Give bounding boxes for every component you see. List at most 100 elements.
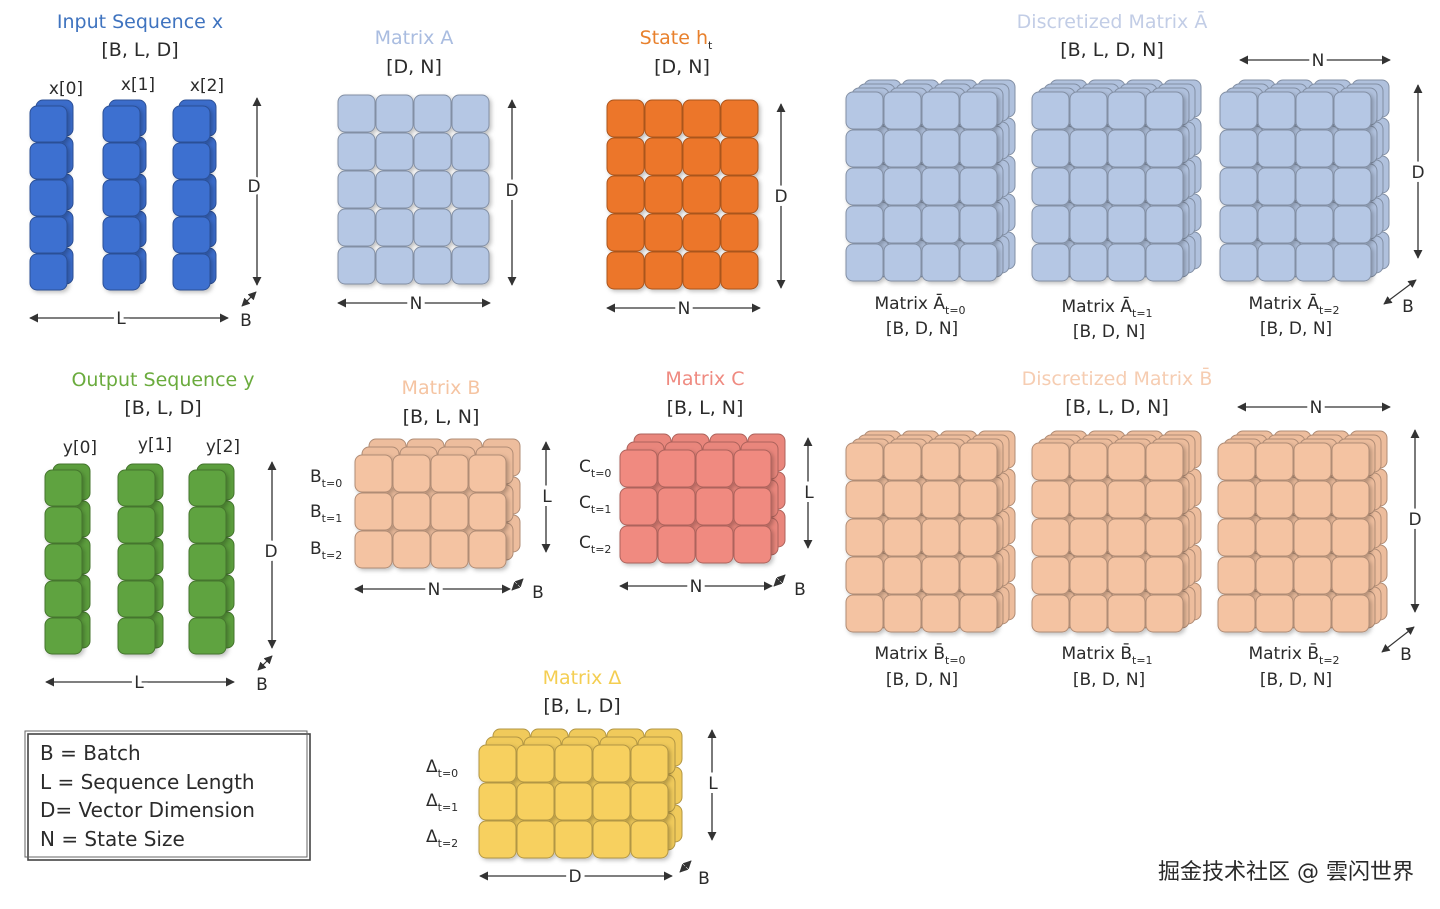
disc-b-group: Discretized Matrix B̄ [B, L, D, N] N D B… [845,366,1426,690]
matrix-cell [606,99,645,138]
matrix-cell [921,480,960,519]
matrix-delta-row-label-2-sub: t=2 [438,837,459,850]
matrix-cell [44,506,83,544]
disc-a-stack-2 [1219,79,1390,282]
disc-a-dim-d-label: D [1411,163,1424,183]
matrix-cell [188,580,227,618]
output-item-label-2: y[2] [206,437,240,457]
matrix-cell [921,518,960,557]
state-grid [606,99,759,290]
matrix-cell [606,175,645,214]
matrix-cell [1069,442,1108,481]
disc-a-item-label-0-main: Matrix Ā [874,292,945,314]
matrix-cell [1069,556,1108,595]
input-column-2 [172,99,217,291]
matrix-cell [1069,518,1108,557]
matrix-delta-row-label-1-main: Δ [426,791,438,811]
matrix-cell [592,782,631,821]
matrix-c-group: Matrix C [B, L, N] Ct=0 Ct=1 Ct=2 L N B [579,368,818,601]
matrix-delta-dim-d-label: D [568,867,581,887]
matrix-cell [1219,167,1258,206]
disc-b-item-label-2-sub: t=2 [1319,654,1340,667]
matrix-delta-shape: [B, L, D] [543,695,620,717]
matrix-cell [1257,167,1296,206]
disc-a-item-label-0: Matrix Āt=0 [874,292,965,317]
disc-a-shape: [B, L, D, N] [1060,39,1164,61]
matrix-a-grid-layer-0 [337,94,490,285]
matrix-b-row-label-2: Bt=2 [310,539,342,562]
disc-b-stack-2 [1217,430,1388,633]
matrix-cell [188,506,227,544]
matrix-delta-grid [478,728,683,859]
disc-b-stack-2-layer-0 [1217,442,1370,633]
matrix-cell [1217,594,1256,633]
output-dim-b-arrow [257,655,273,671]
disc-b-dim-b-label: B [1400,645,1412,665]
matrix-cell [682,99,721,138]
matrix-cell [172,105,211,143]
matrix-b-grid [354,438,521,569]
matrix-b-dim-l-label: L [542,487,552,507]
input-sequence-group: Input Sequence x [B, L, D] x[0] x[1] x[2… [29,11,264,333]
matrix-cell [29,216,68,254]
matrix-cell [337,94,376,133]
matrix-cell [430,530,469,569]
state-shape: [D, N] [654,56,710,78]
matrix-cell [619,525,658,564]
matrix-cell [1333,243,1372,282]
matrix-cell [1107,91,1146,130]
input-column-0 [29,99,74,291]
matrix-cell [1331,556,1370,595]
matrix-cell [883,205,922,244]
matrix-cell [102,216,141,254]
disc-a-item-label-2-main: Matrix Ā [1248,292,1319,314]
matrix-cell [1069,91,1108,130]
output-dim-l-label: L [134,673,144,693]
matrix-cell [921,205,960,244]
matrix-cell [606,251,645,290]
matrix-cell [845,518,884,557]
disc-a-dim-n-label: N [1312,51,1325,71]
matrix-a-dim-d-label: D [505,181,518,201]
legend-line-vector-dimension: D= Vector Dimension [40,798,255,822]
state-grid-layer-0 [606,99,759,290]
matrix-cell [959,518,998,557]
disc-a-title: Discretized Matrix Ā [1017,9,1208,33]
matrix-cell [1257,129,1296,168]
matrix-cell [1293,480,1332,519]
disc-b-item-label-1: Matrix B̄t=1 [1061,642,1152,667]
matrix-cell [921,442,960,481]
disc-b-item-label-0-main: Matrix B̄ [874,642,945,664]
matrix-cell [1145,167,1184,206]
matrix-cell [883,91,922,130]
matrix-c-row-label-0: Ct=0 [579,457,611,480]
matrix-cell [657,525,696,564]
matrix-cell [1145,205,1184,244]
matrix-c-dim-l-label: L [804,483,814,503]
state-group: State ht [D, N] D N [606,27,792,323]
matrix-cell [883,243,922,282]
disc-b-stack-1 [1031,430,1202,633]
matrix-cell [1069,129,1108,168]
matrix-cell [733,487,772,526]
matrix-cell [516,744,555,783]
matrix-cell [102,105,141,143]
disc-a-group: Discretized Matrix Ā [B, L, D, N] N D B … [845,9,1429,342]
matrix-cell [682,137,721,176]
disc-b-dim-b-arrow [1381,626,1415,653]
matrix-cell [29,179,68,217]
matrix-cell [1107,205,1146,244]
matrix-cell [921,594,960,633]
output-column-0 [44,463,91,655]
matrix-cell [695,487,734,526]
matrix-c-row-label-0-sub: t=0 [591,467,612,480]
matrix-cell [172,216,211,254]
matrix-cell [1145,243,1184,282]
matrix-cell [1031,129,1070,168]
matrix-cell [117,469,156,507]
disc-b-stack-0-layer-0 [845,442,998,633]
matrix-cell [720,251,759,290]
disc-b-item-shape-2: [B, D, N] [1260,670,1332,690]
disc-b-item-label-1-sub: t=1 [1132,654,1153,667]
disc-a-item-shape-2: [B, D, N] [1260,319,1332,339]
